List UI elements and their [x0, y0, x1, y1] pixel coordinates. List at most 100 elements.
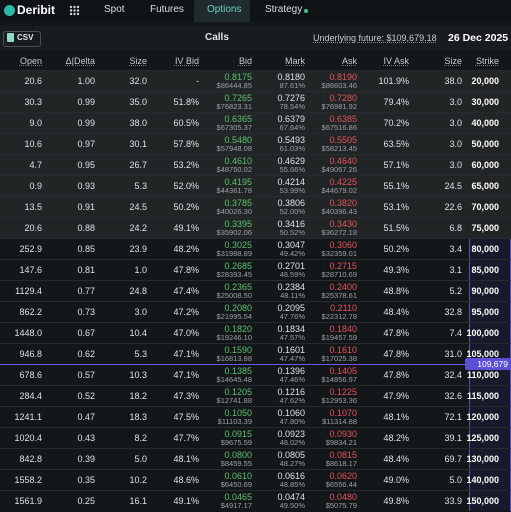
ask[interactable]: 0.0480 [329, 492, 357, 502]
ask[interactable]: 0.0815 [329, 450, 357, 460]
table-row[interactable] [0, 343, 511, 365]
table-row[interactable] [0, 175, 511, 197]
nav-item[interactable]: Spot [104, 4, 125, 15]
table-row[interactable] [0, 259, 511, 281]
bid[interactable]: 0.1385 [224, 366, 252, 376]
csv-label[interactable]: CSV [17, 33, 34, 42]
table-row[interactable] [0, 301, 511, 323]
mark[interactable]: 0.2095 [277, 303, 305, 313]
bid[interactable]: 0.2365 [224, 282, 252, 292]
column-header[interactable]: IV Ask [383, 56, 409, 66]
bid[interactable]: 0.3785 [224, 198, 252, 208]
bid[interactable]: 0.2685 [224, 261, 252, 271]
ask[interactable]: 0.1405 [329, 366, 357, 376]
mark[interactable]: 0.1601 [277, 345, 305, 355]
menu-icon[interactable] [69, 5, 80, 16]
ask[interactable]: 0.1070 [329, 408, 357, 418]
mark[interactable]: 0.2384 [277, 282, 305, 292]
mark[interactable]: 0.0805 [277, 450, 305, 460]
mark[interactable]: 0.3047 [277, 240, 305, 250]
column-header[interactable]: Δ|Delta [65, 56, 95, 66]
ask[interactable]: 0.1225 [329, 387, 357, 397]
mark[interactable]: 0.0923 [277, 429, 305, 439]
mark[interactable]: 0.1060 [277, 408, 305, 418]
ask[interactable]: 0.2110 [330, 303, 357, 313]
mark[interactable]: 0.0616 [277, 471, 305, 481]
bid[interactable]: 0.0915 [224, 429, 252, 439]
ask[interactable]: 0.3820 [329, 198, 357, 208]
ask[interactable]: 0.2400 [329, 282, 357, 292]
mark[interactable]: 0.4214 [277, 177, 305, 187]
logo[interactable]: Deribit [17, 3, 56, 17]
bid[interactable]: 0.1050 [224, 408, 252, 418]
bid[interactable]: 0.0610 [224, 471, 252, 481]
ask[interactable]: 0.0930 [329, 429, 357, 439]
bid[interactable]: 0.2080 [224, 303, 252, 313]
mark[interactable]: 0.6379 [277, 114, 305, 124]
table-row[interactable] [0, 112, 511, 134]
ask[interactable]: 0.2715 [329, 261, 357, 271]
table-row[interactable] [0, 154, 511, 176]
mark[interactable]: 0.3416 [277, 219, 305, 229]
column-header[interactable]: Strike [475, 56, 499, 66]
table-row[interactable] [0, 490, 511, 512]
ask[interactable]: 0.3060 [329, 240, 357, 250]
table-row[interactable] [0, 280, 511, 302]
bid[interactable]: 0.3025 [224, 240, 252, 250]
nav-item[interactable]: Futures [150, 4, 184, 15]
ask[interactable]: 0.4640 [329, 156, 357, 166]
mark[interactable]: 0.1396 [277, 366, 305, 376]
mark[interactable]: 0.5493 [277, 135, 305, 145]
bid[interactable]: 0.0465 [224, 492, 252, 502]
bid[interactable]: 0.4195 [224, 177, 252, 187]
ask[interactable]: 0.6385 [329, 114, 357, 124]
ask[interactable]: 0.1610 [329, 345, 357, 355]
mark[interactable]: 0.1834 [277, 324, 305, 334]
bid[interactable]: 0.1205 [224, 387, 252, 397]
column-header[interactable]: IV Bid [174, 56, 199, 66]
ask[interactable]: 0.0620 [329, 471, 357, 481]
bid[interactable]: 0.1820 [224, 324, 252, 334]
table-row[interactable] [0, 70, 511, 92]
column-header[interactable]: Size [444, 56, 462, 66]
nav-item[interactable]: Options [207, 4, 242, 15]
table-row[interactable] [0, 427, 511, 449]
ask[interactable]: 0.3430 [329, 219, 357, 229]
mark[interactable]: 0.3806 [277, 198, 305, 208]
bid[interactable]: 0.6365 [224, 114, 252, 124]
bid[interactable]: 0.8175 [224, 72, 252, 82]
mark[interactable]: 0.0474 [277, 492, 305, 502]
column-header[interactable]: Open [19, 56, 42, 66]
column-header[interactable]: Bid [238, 56, 252, 66]
table-row[interactable] [0, 196, 511, 218]
table-row[interactable] [0, 91, 511, 113]
bid[interactable]: 0.7265 [224, 93, 252, 103]
table-row[interactable] [0, 238, 511, 260]
mark[interactable]: 0.8180 [277, 72, 305, 82]
table-row[interactable] [0, 133, 511, 155]
mark[interactable]: 0.2701 [277, 261, 305, 271]
mark[interactable]: 0.1216 [277, 387, 305, 397]
mark[interactable]: 0.4629 [277, 156, 305, 166]
ask[interactable]: 0.8190 [329, 72, 357, 82]
column-header[interactable]: Size [129, 56, 147, 66]
table-row[interactable] [0, 385, 511, 407]
bid[interactable]: 0.0800 [224, 450, 252, 460]
ask[interactable]: 0.1840 [329, 324, 357, 334]
ask[interactable]: 0.4225 [329, 177, 357, 187]
table-row[interactable] [0, 469, 511, 491]
column-header[interactable]: Ask [341, 56, 357, 66]
bid[interactable]: 0.1590 [224, 345, 252, 355]
table-row[interactable] [0, 406, 511, 428]
mark[interactable]: 0.7276 [277, 93, 305, 103]
column-header[interactable]: Mark [285, 56, 305, 66]
ask[interactable]: 0.5505 [329, 135, 357, 145]
ask[interactable]: 0.7280 [329, 93, 357, 103]
bid[interactable]: 0.5480 [224, 135, 252, 145]
table-row[interactable] [0, 322, 511, 344]
csv-button[interactable] [3, 31, 41, 47]
bid[interactable]: 0.4610 [224, 156, 252, 166]
bid[interactable]: 0.3395 [224, 219, 252, 229]
table-row[interactable] [0, 448, 511, 470]
nav-item[interactable]: Strategy [265, 4, 303, 15]
